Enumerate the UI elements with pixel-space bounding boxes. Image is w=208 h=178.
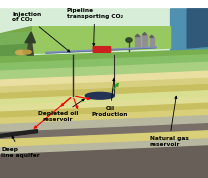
Polygon shape <box>135 34 140 36</box>
Ellipse shape <box>126 38 132 42</box>
Polygon shape <box>0 0 208 9</box>
Polygon shape <box>0 130 37 137</box>
Polygon shape <box>31 27 171 53</box>
Polygon shape <box>0 116 208 133</box>
Polygon shape <box>0 91 208 106</box>
Ellipse shape <box>23 50 31 54</box>
Polygon shape <box>0 32 31 44</box>
Text: Natural gas
reservoir: Natural gas reservoir <box>150 96 189 147</box>
Polygon shape <box>0 124 208 140</box>
Ellipse shape <box>85 92 114 99</box>
Polygon shape <box>0 109 208 125</box>
Polygon shape <box>142 33 147 35</box>
Polygon shape <box>0 71 208 87</box>
Polygon shape <box>0 103 208 118</box>
Text: Injection
of CO₂: Injection of CO₂ <box>12 12 70 52</box>
Polygon shape <box>0 146 208 178</box>
Polygon shape <box>0 78 208 93</box>
Polygon shape <box>27 39 33 55</box>
Text: Depleted oil
reservoir: Depleted oil reservoir <box>38 99 84 122</box>
Polygon shape <box>0 97 208 112</box>
Polygon shape <box>0 50 208 62</box>
Polygon shape <box>0 27 31 57</box>
Ellipse shape <box>16 50 26 55</box>
Polygon shape <box>0 50 208 71</box>
Polygon shape <box>0 139 208 155</box>
Polygon shape <box>187 9 208 48</box>
Polygon shape <box>0 85 208 100</box>
Bar <box>142 35 147 46</box>
Polygon shape <box>0 131 208 148</box>
FancyBboxPatch shape <box>93 47 111 52</box>
Text: Pipeline
transporting CO₂: Pipeline transporting CO₂ <box>67 8 123 46</box>
Polygon shape <box>171 9 208 53</box>
Polygon shape <box>0 43 31 57</box>
Bar <box>150 37 154 46</box>
Text: Oil
Production: Oil Production <box>92 78 129 117</box>
Text: Deep
line aquifer: Deep line aquifer <box>1 136 40 158</box>
Polygon shape <box>25 32 35 43</box>
Polygon shape <box>150 35 154 37</box>
Polygon shape <box>0 9 208 57</box>
Bar <box>135 36 140 46</box>
Polygon shape <box>0 62 208 80</box>
